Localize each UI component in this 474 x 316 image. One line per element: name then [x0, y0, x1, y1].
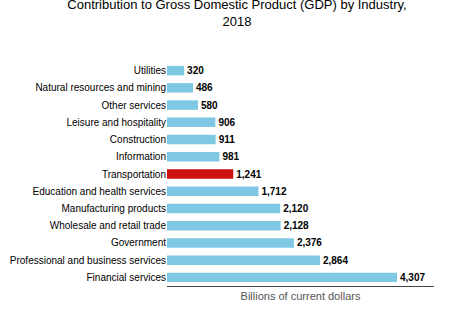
svg-text:486: 486 [196, 82, 213, 93]
svg-text:Transportation: Transportation [102, 169, 166, 180]
svg-text:Other services: Other services [102, 100, 166, 111]
svg-text:911: 911 [219, 134, 236, 145]
svg-text:906: 906 [218, 117, 235, 128]
svg-text:Wholesale and retail trade: Wholesale and retail trade [50, 220, 167, 231]
svg-text:Billions of current dollars: Billions of current dollars [241, 290, 361, 302]
svg-text:Construction: Construction [110, 134, 166, 145]
svg-text:Contribution to Gross Domestic: Contribution to Gross Domestic Product (… [67, 0, 406, 29]
svg-text:2,128: 2,128 [284, 220, 309, 231]
svg-text:580: 580 [201, 100, 218, 111]
svg-text:320: 320 [187, 65, 204, 76]
svg-text:Professional and business serv: Professional and business services [10, 255, 166, 266]
svg-text:Manufacturing products: Manufacturing products [61, 203, 166, 214]
svg-text:Leisure and hospitality: Leisure and hospitality [66, 117, 166, 128]
svg-text:1,241: 1,241 [236, 169, 261, 180]
svg-text:2,120: 2,120 [283, 203, 308, 214]
svg-text:Government: Government [111, 237, 166, 248]
svg-text:Natural resources and mining: Natural resources and mining [35, 82, 166, 93]
svg-text:4,307: 4,307 [400, 272, 425, 283]
svg-text:2,864: 2,864 [323, 255, 348, 266]
svg-text:981: 981 [222, 151, 239, 162]
svg-text:2,376: 2,376 [297, 237, 322, 248]
svg-text:Information: Information [116, 151, 166, 162]
svg-text:Financial services: Financial services [87, 272, 166, 283]
svg-text:1,712: 1,712 [261, 186, 286, 197]
svg-text:Education and health services: Education and health services [33, 186, 166, 197]
svg-text:Utilities: Utilities [134, 65, 166, 76]
